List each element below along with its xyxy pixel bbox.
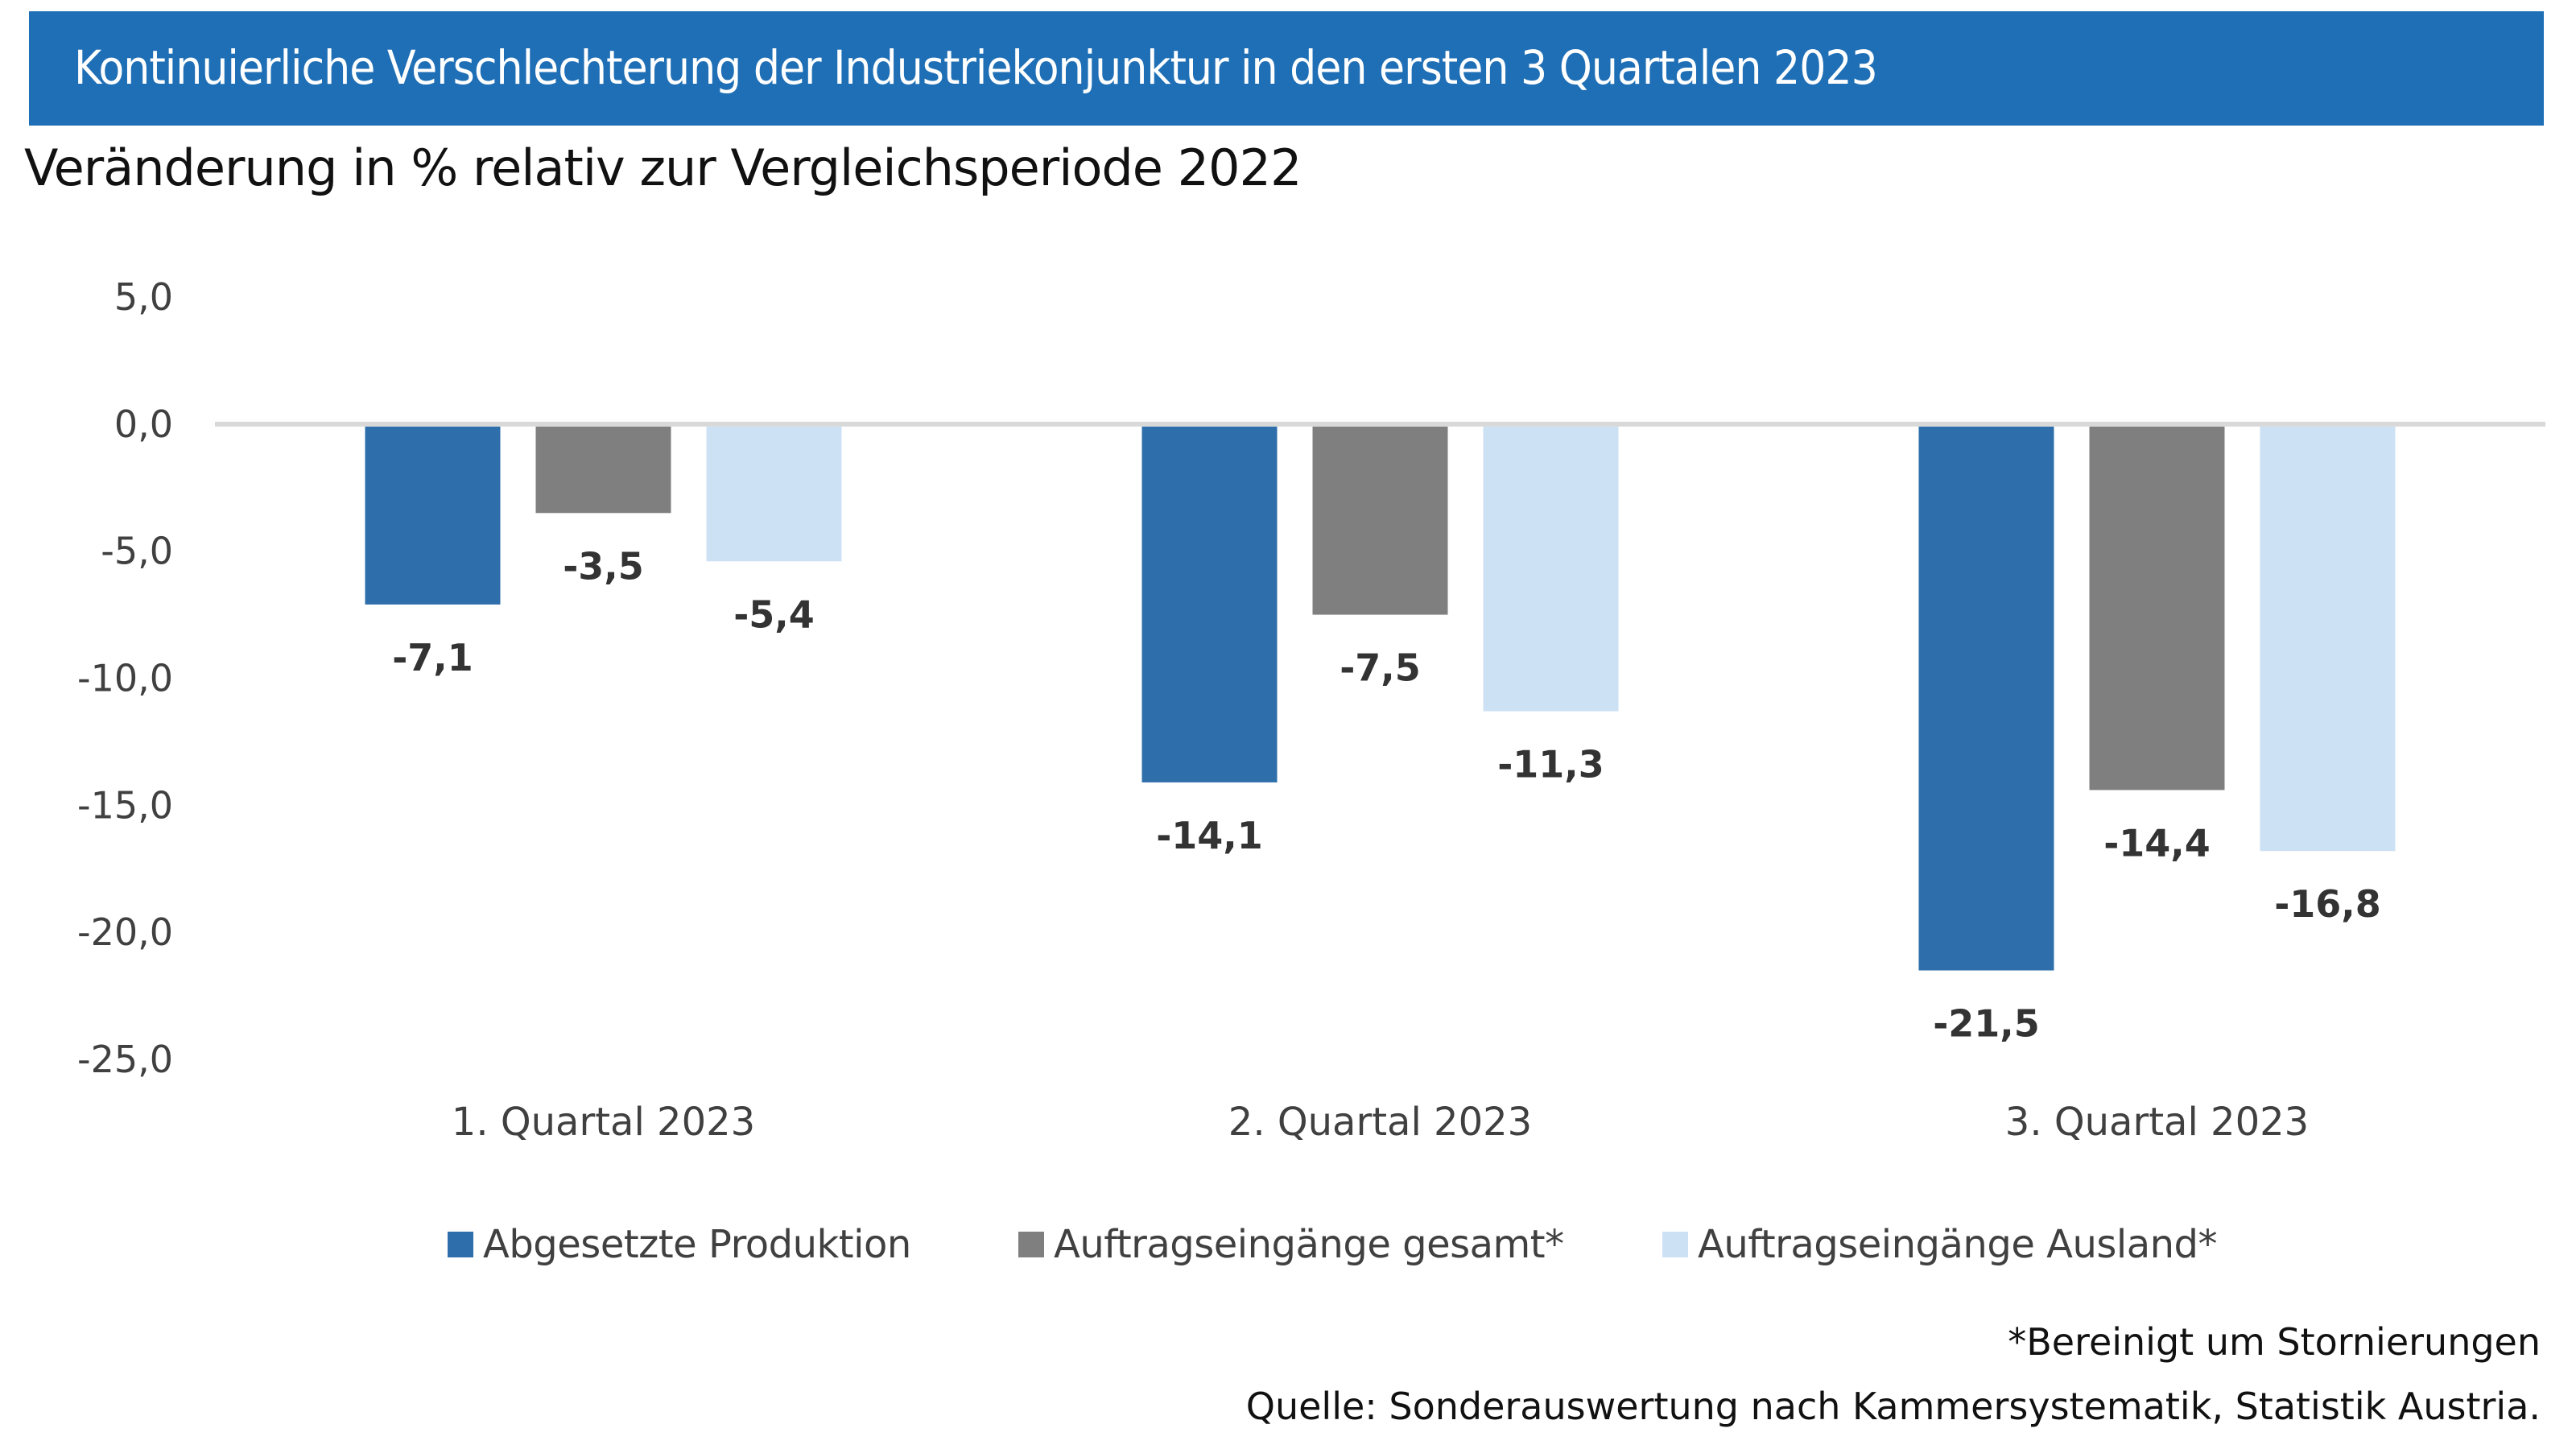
data-label: -14,4 [2103,821,2211,865]
source-note: Quelle: Sonderauswertung nach Kammersyst… [1245,1385,2541,1428]
y-tick-label: 5,0 [114,275,173,319]
legend-item: Auftragseingänge gesamt* [1018,1220,1564,1269]
data-label: -21,5 [1933,1002,2040,1046]
bar [365,426,501,605]
bar [1918,426,2054,971]
y-tick-label: 0,0 [114,402,173,446]
x-category-label: 3. Quartal 2023 [2005,1100,2309,1145]
legend-swatch-icon [1018,1232,1044,1257]
y-tick-label: -25,0 [77,1038,173,1081]
bar [706,426,842,562]
y-tick-label: -5,0 [101,530,173,573]
data-label: -16,8 [2274,882,2381,926]
footnote: *Bereinigt um Stornierungen [2008,1320,2541,1364]
bar [535,426,671,514]
chart-title: Kontinuierliche Verschlechterung der Ind… [74,40,1878,95]
x-category-label: 1. Quartal 2023 [452,1100,755,1145]
bars [365,426,2396,971]
y-axis-ticks: 5,0 0,0 -5,0 -10,0 -15,0 -20,0 -25,0 [77,275,173,1081]
legend-item: Abgesetzte Produktion [448,1220,911,1269]
bar [2089,426,2225,791]
bar [2260,426,2396,852]
data-label: -5,4 [733,592,815,636]
data-label: -11,3 [1497,743,1604,786]
legend-label: Auftragseingänge gesamt* [1054,1222,1564,1267]
data-label: -14,1 [1156,814,1263,857]
legend-item: Auftragseingänge Ausland* [1662,1220,2218,1269]
y-tick-label: -20,0 [77,910,173,954]
legend: Abgesetzte Produktion Auftragseingänge ge… [0,1220,2576,1269]
y-tick-label: -10,0 [77,657,173,700]
legend-label: Abgesetzte Produktion [483,1222,911,1267]
legend-label: Auftragseingänge Ausland* [1698,1222,2218,1267]
data-label: -7,1 [392,636,473,679]
bar [1312,426,1448,615]
x-category-label: 2. Quartal 2023 [1228,1100,1532,1145]
data-label: -7,5 [1340,646,1421,690]
data-label: -3,5 [563,544,644,588]
legend-swatch-icon [448,1232,473,1257]
data-labels: -7,1 -3,5 -5,4 -14,1 -7,5 -11,3 -21,5 -14,4 -16,… [392,544,2381,1045]
y-tick-label: -15,0 [77,783,173,827]
bar-chart: 5,00,0-5,0-10,0-15,0-20,0-25,0 -7,1-3,5-… [77,275,2545,1145]
title-banner: Kontinuierliche Verschlechterung der Ind… [29,11,2544,126]
x-axis-categories: 1. Quartal 2023 2. Quartal 2023 3. Quartal… [452,1100,2309,1145]
bar [1141,426,1278,782]
chart-subtitle: Veränderung in % relativ zur Vergleichsp… [24,138,1302,197]
legend-swatch-icon [1662,1232,1688,1257]
bar [1483,426,1619,712]
